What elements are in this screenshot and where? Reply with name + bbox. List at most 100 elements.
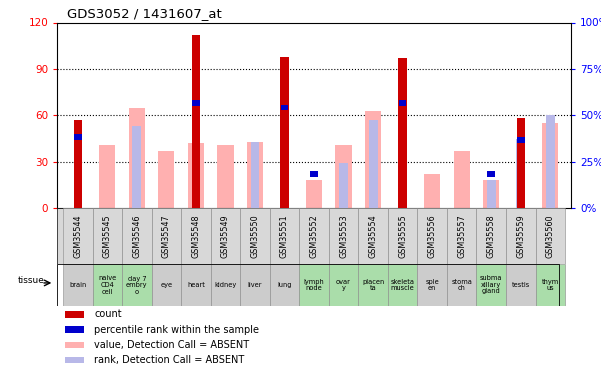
Text: GSM35560: GSM35560 (546, 214, 555, 258)
Bar (65, 311, 84, 318)
Bar (218, 145, 234, 208)
Bar (487, 171, 495, 177)
Bar (517, 118, 525, 208)
Bar (99, 145, 115, 208)
Bar (299, 264, 329, 306)
Bar (192, 100, 200, 106)
Text: GSM35558: GSM35558 (487, 214, 496, 258)
Text: eye: eye (160, 282, 172, 288)
Text: lymph
node: lymph node (304, 279, 325, 291)
Text: naive
CD4
cell: naive CD4 cell (98, 276, 117, 294)
Text: ovar
y: ovar y (336, 279, 351, 291)
Bar (398, 58, 407, 208)
Text: heart: heart (187, 282, 205, 288)
Text: liver: liver (248, 282, 262, 288)
Bar (240, 208, 270, 264)
Bar (487, 180, 496, 208)
Text: GSM35557: GSM35557 (457, 214, 466, 258)
Bar (281, 105, 288, 110)
Bar (516, 138, 525, 208)
Bar (477, 264, 506, 306)
Text: GSM35556: GSM35556 (428, 214, 437, 258)
Bar (447, 264, 477, 306)
Bar (542, 123, 558, 208)
Bar (93, 208, 122, 264)
Bar (188, 143, 204, 208)
Bar (192, 35, 200, 208)
Bar (358, 264, 388, 306)
Bar (517, 137, 525, 143)
Bar (65, 357, 84, 363)
Text: GSM35555: GSM35555 (398, 214, 407, 258)
Bar (280, 111, 289, 208)
Text: day 7
embry
o: day 7 embry o (126, 276, 148, 294)
Bar (181, 264, 211, 306)
Text: lung: lung (277, 282, 291, 288)
Bar (535, 208, 565, 264)
Bar (399, 100, 406, 106)
Text: GSM35544: GSM35544 (73, 214, 82, 258)
Bar (306, 180, 322, 208)
Bar (211, 208, 240, 264)
Text: tissue: tissue (18, 276, 45, 285)
Bar (388, 208, 417, 264)
Text: rank, Detection Call = ABSENT: rank, Detection Call = ABSENT (94, 355, 245, 365)
Bar (388, 264, 417, 306)
Bar (151, 264, 181, 306)
Text: thym
us: thym us (542, 279, 559, 291)
Text: GSM35546: GSM35546 (132, 214, 141, 258)
Bar (181, 208, 211, 264)
Bar (506, 208, 535, 264)
Bar (335, 145, 352, 208)
Text: GSM35547: GSM35547 (162, 214, 171, 258)
Bar (329, 264, 358, 306)
Bar (63, 264, 93, 306)
Text: GSM35549: GSM35549 (221, 214, 230, 258)
Bar (251, 142, 260, 208)
Text: GSM35554: GSM35554 (368, 214, 377, 258)
Text: sple
en: sple en (426, 279, 439, 291)
Bar (417, 208, 447, 264)
Text: skeleta
muscle: skeleta muscle (391, 279, 415, 291)
Bar (74, 120, 82, 208)
Bar (93, 264, 122, 306)
Bar (151, 208, 181, 264)
Text: testis: testis (511, 282, 530, 288)
Text: GSM35551: GSM35551 (280, 214, 289, 258)
Text: value, Detection Call = ABSENT: value, Detection Call = ABSENT (94, 340, 249, 350)
Text: placen
ta: placen ta (362, 279, 384, 291)
Text: count: count (94, 309, 122, 319)
Bar (122, 264, 151, 306)
Bar (74, 134, 82, 140)
Bar (240, 264, 270, 306)
Bar (65, 342, 84, 348)
Bar (247, 142, 263, 208)
Bar (417, 264, 447, 306)
Bar (358, 208, 388, 264)
Bar (329, 208, 358, 264)
Bar (280, 57, 288, 208)
Bar (132, 126, 141, 208)
Text: GSM35559: GSM35559 (516, 214, 525, 258)
Text: subma
xillary
gland: subma xillary gland (480, 276, 502, 294)
Bar (535, 264, 565, 306)
Text: GSM35548: GSM35548 (191, 214, 200, 258)
Bar (454, 151, 470, 208)
Bar (368, 120, 377, 208)
Bar (447, 208, 477, 264)
Text: GSM35550: GSM35550 (251, 214, 260, 258)
Text: stoma
ch: stoma ch (451, 279, 472, 291)
Bar (424, 174, 441, 208)
Text: GSM35553: GSM35553 (339, 214, 348, 258)
Bar (546, 116, 555, 208)
Bar (65, 326, 84, 333)
Bar (129, 108, 145, 208)
Bar (365, 111, 381, 208)
Text: kidney: kidney (215, 282, 237, 288)
Text: percentile rank within the sample: percentile rank within the sample (94, 324, 259, 334)
Bar (270, 264, 299, 306)
Text: GDS3052 / 1431607_at: GDS3052 / 1431607_at (67, 7, 222, 20)
Text: GSM35552: GSM35552 (310, 214, 319, 258)
Bar (299, 208, 329, 264)
Bar (122, 208, 151, 264)
